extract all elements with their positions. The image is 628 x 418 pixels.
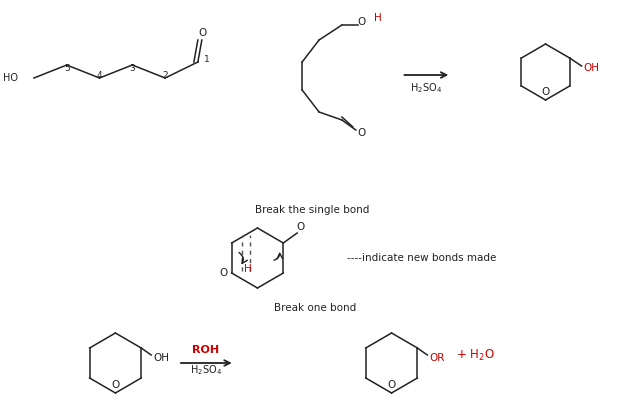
Text: O: O [198,28,207,38]
Text: HO: HO [3,73,18,83]
Text: OH: OH [583,63,600,73]
Text: H: H [244,264,251,274]
Text: O: O [541,87,550,97]
Text: H: H [374,13,382,23]
Text: 1: 1 [204,56,210,64]
Text: 4: 4 [97,71,102,80]
Text: O: O [358,128,366,138]
Text: O: O [111,380,119,390]
Text: ----indicate new bonds made: ----indicate new bonds made [347,253,496,263]
Text: O: O [220,268,228,278]
Text: OR: OR [430,353,445,363]
Text: 3: 3 [129,64,135,73]
Text: Break the single bond: Break the single bond [255,205,369,215]
Text: + H$_2$O: + H$_2$O [456,347,495,362]
Text: O: O [387,380,396,390]
Text: H$_2$SO$_4$: H$_2$SO$_4$ [190,363,222,377]
Text: OH: OH [153,353,169,363]
Text: O: O [358,17,366,27]
Text: 5: 5 [64,64,70,73]
Text: H$_2$SO$_4$: H$_2$SO$_4$ [410,81,442,95]
Text: 2: 2 [162,71,168,80]
Text: ROH: ROH [192,345,219,355]
Text: O: O [296,222,305,232]
Text: Break one bond: Break one bond [274,303,357,313]
